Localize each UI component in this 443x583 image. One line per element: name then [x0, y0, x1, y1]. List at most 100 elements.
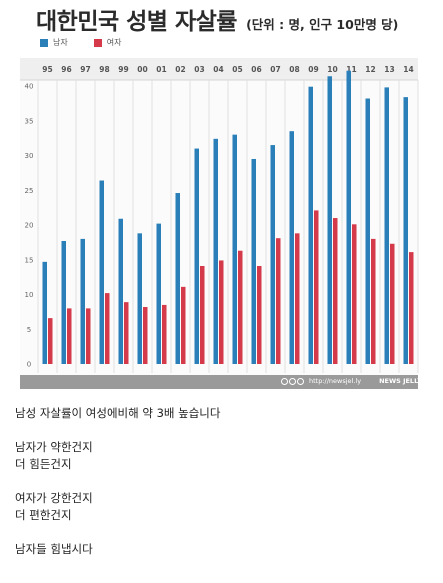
chart-credit: http://newsjel.ly NEWS JELLY	[281, 377, 422, 385]
bar-female-09	[314, 210, 319, 364]
x-tick-label: 07	[270, 65, 280, 74]
bar-female-03	[200, 266, 205, 364]
bar-male-00	[137, 233, 142, 364]
creative-commons-icon	[281, 377, 305, 385]
y-tick-layer: 0 5 10 15 20 25 30 35 40	[25, 83, 34, 369]
bar-female-98	[105, 293, 110, 364]
y-tick-label: 5	[27, 326, 31, 334]
bar-female-12	[371, 238, 376, 364]
bar-male-97	[80, 238, 85, 364]
y-tick-label: 10	[25, 291, 34, 299]
bar-female-07	[276, 238, 281, 364]
x-tick-label: 12	[365, 65, 375, 74]
y-tick-label: 20	[25, 222, 34, 230]
legend-item-male: 남자	[40, 37, 68, 48]
bar-male-02	[175, 193, 180, 364]
caption-line: 남자가 약한건지	[15, 440, 93, 454]
x-tick-label: 09	[308, 65, 318, 74]
bar-female-14	[409, 252, 414, 364]
bar-male-01	[156, 223, 161, 364]
credit-brand: NEWS JELLY	[379, 377, 422, 385]
y-tick-label: 40	[25, 83, 34, 91]
bar-female-11	[352, 224, 357, 364]
bar-female-04	[219, 260, 224, 364]
footer-bar	[20, 375, 418, 389]
legend-item-female: 여자	[93, 37, 122, 48]
bar-male-05	[232, 134, 237, 364]
x-tick-label: 04	[213, 65, 223, 74]
chart-area: 0 5 10 15 20 25 30 35 40 95 96 97 98 99 00 01 02 03 04 05 0…	[20, 2, 422, 389]
bar-female-08	[295, 233, 300, 364]
bar-layer	[42, 70, 414, 365]
bar-female-02	[181, 286, 186, 364]
x-tick-label: 10	[327, 65, 337, 74]
x-tick-label: 08	[289, 65, 299, 74]
bar-male-06	[251, 158, 256, 364]
y-tick-label: 35	[25, 117, 34, 125]
bar-male-99	[118, 218, 123, 364]
chart-unit-note: (단위 : 명, 인구 10만명 당)	[246, 17, 399, 32]
year-header-strip	[20, 58, 418, 80]
legend-label-male: 남자	[53, 38, 68, 47]
bar-male-07	[270, 145, 275, 364]
bar-male-14	[403, 97, 408, 365]
y-tick-label: 0	[27, 361, 31, 369]
bar-male-10	[327, 76, 332, 365]
x-tick-label: 06	[251, 65, 261, 74]
bar-female-96	[67, 308, 72, 364]
grid-layer	[37, 80, 419, 373]
bar-male-13	[384, 87, 389, 364]
x-tick-label: 03	[194, 65, 204, 74]
x-tick-layer: 95 96 97 98 99 00 01 02 03 04 05 06 07 08 09 10 11 12 13 14	[42, 65, 413, 74]
x-tick-label: 11	[346, 65, 356, 74]
bar-male-96	[61, 240, 66, 364]
x-tick-label: 99	[118, 65, 128, 74]
x-tick-label: 14	[403, 65, 413, 74]
x-tick-label: 00	[137, 65, 147, 74]
bar-female-10	[333, 218, 338, 364]
bar-male-04	[213, 138, 218, 364]
chart-title-main: 대한민국 성별 자살률	[36, 9, 237, 35]
x-tick-label: 01	[156, 65, 166, 74]
bar-female-99	[124, 302, 129, 364]
bar-male-11	[346, 70, 351, 365]
x-tick-label: 98	[99, 65, 109, 74]
caption-line: 남자들 힘냅시다	[15, 542, 93, 556]
x-tick-label: 96	[61, 65, 71, 74]
x-tick-label: 95	[42, 65, 52, 74]
legend-swatch-female	[93, 38, 102, 47]
caption-line: 더 힘든건지	[15, 457, 72, 471]
legend: 남자 여자	[40, 37, 147, 48]
bar-female-05	[238, 250, 243, 364]
caption-line: 남성 자살률이 여성에비해 약 3배 높습니다	[15, 406, 221, 420]
legend-swatch-male	[40, 38, 48, 47]
x-tick-label: 13	[384, 65, 394, 74]
y-tick-label: 25	[25, 187, 34, 195]
caption-line: 여자가 강한건지	[15, 491, 93, 505]
bar-female-06	[257, 266, 262, 364]
caption-paragraph: 남성 자살률이 여성에비해 약 3배 높습니다	[15, 405, 220, 422]
legend-label-female: 여자	[106, 38, 122, 47]
caption-paragraph: 남자들 힘냅시다	[15, 541, 220, 558]
y-tick-label: 30	[25, 152, 34, 160]
y-tick-label: 15	[25, 256, 34, 264]
bar-female-00	[143, 307, 148, 364]
bar-female-95	[48, 318, 53, 364]
bar-male-98	[99, 180, 104, 364]
bar-male-08	[289, 131, 294, 364]
caption-line: 더 편한건지	[15, 508, 72, 522]
x-tick-label: 02	[175, 65, 185, 74]
bar-female-01	[162, 304, 167, 364]
bar-female-13	[390, 243, 395, 364]
bar-female-97	[86, 308, 91, 364]
chart-title: 대한민국 성별 자살률 (단위 : 명, 인구 10만명 당)	[36, 2, 398, 36]
bar-male-12	[365, 98, 370, 364]
x-tick-label: 05	[232, 65, 242, 74]
bar-male-95	[42, 261, 47, 364]
bar-male-03	[194, 148, 199, 364]
credit-url[interactable]: http://newsjel.ly	[309, 377, 362, 385]
